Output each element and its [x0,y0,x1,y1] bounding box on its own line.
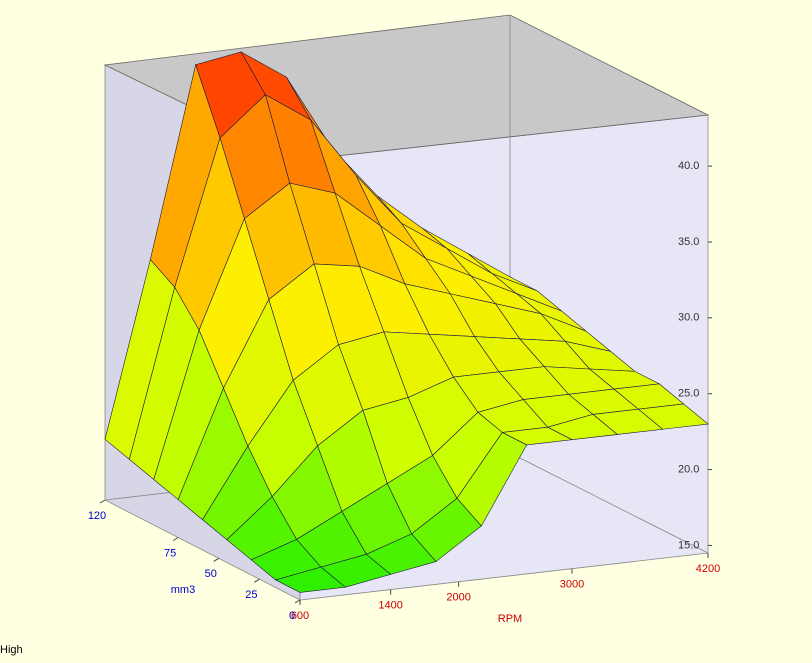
y-tick [254,578,260,583]
surface-cell [274,566,347,593]
z-tick-label: 25.0 [678,388,699,400]
x-tick-label: 2000 [446,592,470,604]
z-tick-label: 35.0 [678,236,699,248]
x-tick-label: 1400 [378,599,402,611]
z-tick-label: 20.0 [678,463,699,475]
z-tick-label: 30.0 [678,312,699,324]
x-tick-label: 4200 [696,563,720,575]
y-tick [99,499,106,504]
box-edge [509,452,709,554]
status-text: High [0,644,23,656]
x-tick-label: 600 [291,610,309,622]
x-tick-label: 3000 [560,579,584,591]
z-tick-label: 40.0 [678,160,699,172]
y-tick-label: 120 [88,510,106,522]
y-tick-label: 0 [289,610,295,622]
y-tick [294,599,301,604]
z-tick-label: 15.0 [678,539,699,551]
y-tick [213,557,220,562]
y-axis-title: mm3 [171,584,195,596]
y-tick-label: 50 [205,568,217,580]
y-tick [172,537,179,541]
y-tick-label: 25 [245,589,257,601]
x-axis-title: RPM [498,613,522,625]
surface [104,51,709,593]
y-tick-label: 75 [164,547,176,559]
